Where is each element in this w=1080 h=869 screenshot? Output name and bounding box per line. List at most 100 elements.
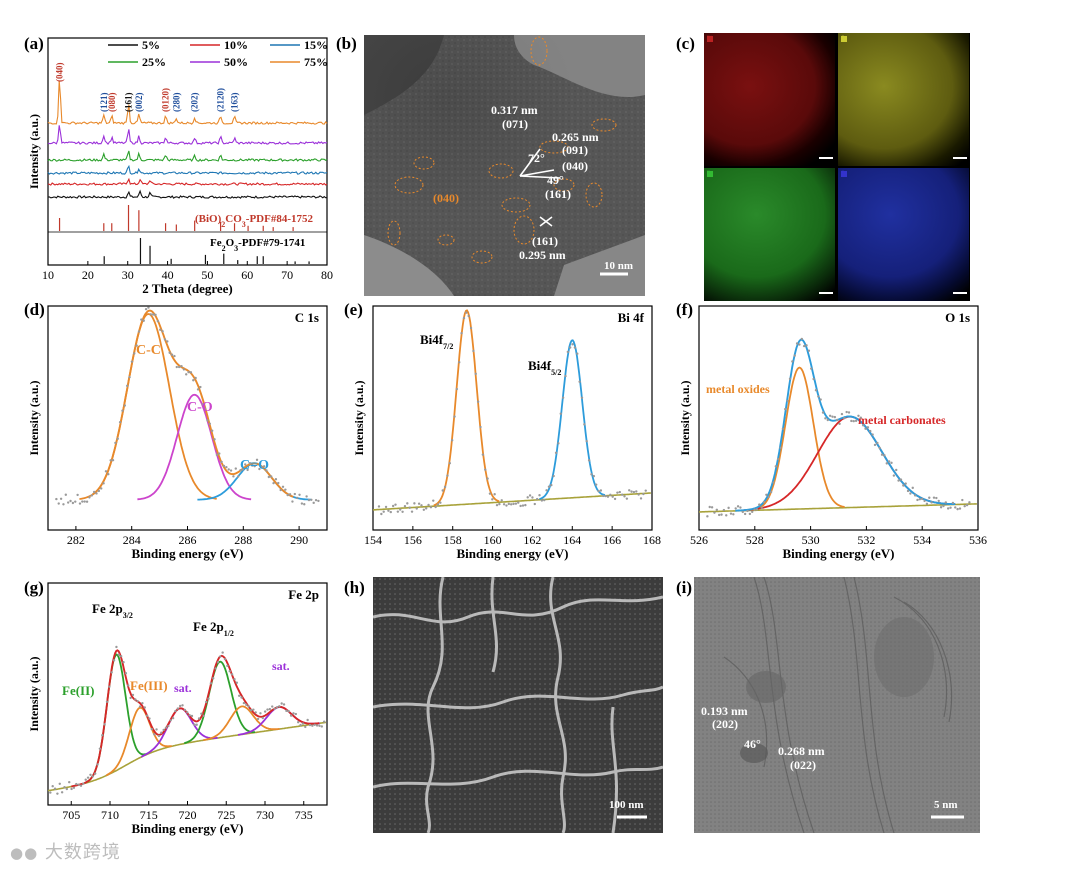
d-data-point (107, 472, 110, 476)
f-data-point (758, 503, 761, 506)
g-data-point (82, 782, 85, 785)
g-data-point (110, 671, 113, 674)
d-data-point (125, 384, 129, 388)
g-data-point (108, 685, 111, 688)
d-xtick-label: 284 (123, 533, 141, 547)
map-tag-o: O (841, 171, 847, 177)
f-envelope (735, 338, 956, 512)
e-data-point (432, 499, 435, 502)
g-data-point (204, 700, 208, 704)
d-data-point (284, 488, 287, 491)
d-data-point (255, 458, 259, 462)
e-data-point (406, 502, 409, 505)
d-data-point (118, 420, 122, 424)
f-data-point (965, 503, 969, 507)
g-data-point (103, 723, 106, 726)
d-data-point (166, 340, 169, 343)
map-scale-bar (819, 157, 833, 159)
d-data-point (303, 503, 306, 506)
g-data-point (301, 722, 305, 725)
panel-label-e: (e) (344, 300, 363, 319)
f-xtick-label: 530 (802, 533, 820, 547)
d-data-point (149, 313, 153, 316)
e-data-point (509, 503, 513, 506)
map-tag-fe: Fe (707, 171, 713, 177)
d-data-point (64, 493, 68, 496)
e-data-point (550, 483, 553, 487)
g-data-point (112, 659, 116, 662)
e-data-point (389, 510, 392, 514)
e-data-point (519, 504, 522, 508)
d-data-point (173, 354, 176, 358)
panel-label-d: (d) (24, 300, 45, 319)
e-data-point (422, 508, 426, 512)
d-data-point (314, 498, 318, 502)
e-data-point (474, 372, 477, 376)
f-data-point (812, 377, 815, 381)
d-data-point (102, 482, 105, 485)
hkl-label: (280) (171, 93, 181, 113)
g-data-point (313, 723, 316, 726)
d-data-point (293, 492, 297, 496)
f-data-point (916, 498, 919, 502)
e-data-point (465, 311, 468, 314)
e-xtick-label: 154 (364, 533, 382, 547)
e-xtick-label: 160 (484, 533, 502, 547)
e-data-point (420, 504, 423, 507)
e-component-0 (433, 309, 500, 507)
hkl-022: (022) (790, 758, 816, 772)
xrd-xtick-label: 60 (241, 268, 253, 282)
d-data-point (100, 487, 103, 490)
e-data-point (394, 503, 397, 506)
xrd-series-25% (47, 150, 328, 163)
d-data-point (121, 409, 124, 412)
e-data-point (462, 316, 466, 320)
d-data-point (194, 376, 197, 380)
f-data-point (821, 411, 825, 414)
e-data-point (599, 489, 603, 492)
d-data-point (295, 496, 299, 500)
e-data-point (484, 468, 487, 471)
label-fe2p32: Fe 2p3/2 (92, 601, 133, 620)
f-data-point (913, 494, 917, 497)
d-data-point (116, 437, 119, 440)
g-data-point (259, 712, 262, 715)
angle-46: 46° (744, 737, 761, 751)
g-data-point (136, 699, 139, 703)
g-component-4 (203, 705, 280, 741)
e-data-point (625, 497, 629, 500)
g-data-point (176, 707, 180, 710)
f-xtick-label: 534 (913, 533, 931, 547)
map-fe (704, 168, 835, 301)
d-data-point (225, 465, 228, 469)
e-data-point (609, 493, 612, 496)
f-data-point (932, 496, 936, 499)
f-data-point (935, 496, 938, 500)
f-data-point (887, 460, 891, 463)
d-data-point (258, 467, 261, 471)
xrd-xtick-label: 70 (281, 268, 293, 282)
hkl-161-top: (161) (545, 187, 571, 201)
e-data-point (535, 497, 539, 501)
g-data-point (127, 684, 130, 687)
f-xtick-label: 526 (690, 533, 708, 547)
g-data-point (164, 726, 168, 729)
g-data-point (150, 727, 154, 731)
g-data-point (311, 724, 314, 727)
d-data-point (274, 478, 278, 481)
f-data-point (963, 504, 966, 508)
e-data-point (498, 502, 501, 506)
f-data-point (734, 507, 737, 510)
d-data-point (85, 500, 89, 503)
g-data-point (249, 709, 253, 712)
d-data-point (222, 464, 226, 468)
e-xtick-label: 158 (444, 533, 462, 547)
g-data-point (117, 653, 120, 656)
g-data-point (209, 682, 213, 685)
xrd-series-50% (47, 125, 328, 146)
f-data-point (722, 508, 726, 512)
g-data-point (322, 720, 326, 723)
d-data-point (69, 499, 72, 503)
g-data-point (72, 786, 76, 789)
f-data-point (890, 461, 893, 465)
